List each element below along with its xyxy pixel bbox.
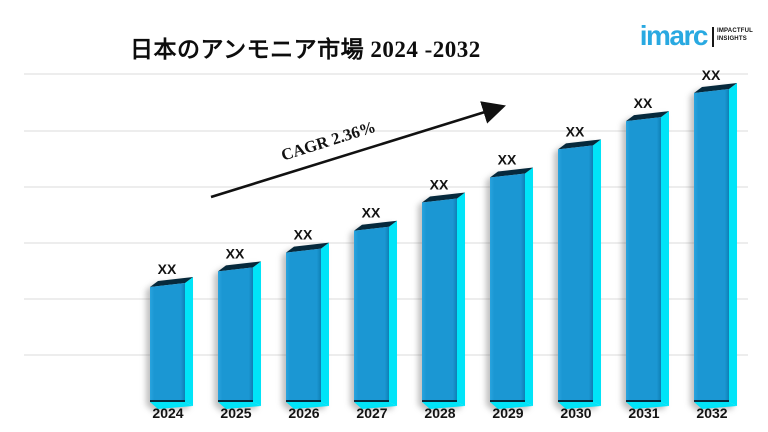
cagr-trend-arrow: [210, 101, 506, 199]
bar-value-label-2029: XX: [498, 152, 517, 168]
bar-2024: [150, 277, 193, 409]
imarc-logo-text: imarc: [639, 20, 709, 51]
bar-top-2030: [558, 139, 601, 150]
bar-face-2029: [490, 173, 525, 402]
logo-tagline-line1: IMPACTFUL: [716, 28, 753, 34]
bar-side-2028: [457, 192, 465, 406]
bar-base-2026: [286, 402, 329, 409]
bar-base-2031: [626, 402, 669, 409]
page-title: 日本のアンモニア市場 2024 -2032: [130, 37, 481, 62]
bar-value-label-2024: XX: [158, 261, 177, 277]
x-axis-label-2032: 2032: [696, 405, 727, 421]
bar-value-label-2026: XX: [294, 227, 313, 243]
bar-face-2031: [626, 117, 661, 403]
bar-base-2032: [694, 402, 737, 409]
bar-2032: [694, 83, 737, 409]
bar-top-2024: [150, 277, 193, 288]
x-axis-label-2031: 2031: [628, 405, 659, 421]
bar-face-2028: [422, 198, 457, 402]
bar-face-2027: [354, 226, 389, 402]
bar-base-2025: [218, 402, 261, 409]
bar-top-2031: [626, 111, 669, 122]
x-axis-label-2026: 2026: [288, 405, 319, 421]
bar-2028: [422, 192, 465, 409]
bar-top-2025: [218, 261, 261, 272]
bar-face-2032: [694, 89, 729, 402]
bar-side-2026: [321, 242, 329, 406]
x-axis-label-2025: 2025: [220, 405, 251, 421]
bar-value-label-2031: XX: [634, 95, 653, 111]
imarc-logo: imarc IMPACTFUL INSIGHTS: [640, 22, 753, 50]
x-axis-label-2027: 2027: [356, 405, 387, 421]
bar-side-2032: [729, 83, 737, 406]
bar-2025: [218, 261, 261, 409]
bar-value-label-2027: XX: [362, 205, 381, 221]
x-axis-label-2028: 2028: [424, 405, 455, 421]
bar-top-2029: [490, 167, 533, 178]
bar-side-2031: [661, 111, 669, 407]
bar-face-2026: [286, 248, 321, 402]
bar-base-2030: [558, 402, 601, 409]
bar-top-2026: [286, 242, 329, 253]
bar-top-2028: [422, 192, 465, 203]
x-axis-label-2029: 2029: [492, 405, 523, 421]
bar-base-2029: [490, 402, 533, 409]
bar-value-label-2032: XX: [702, 67, 721, 83]
bar-face-2030: [558, 145, 593, 402]
bar-side-2029: [525, 167, 533, 406]
bar-2029: [490, 167, 533, 409]
bar-base-2024: [150, 402, 193, 409]
bar-face-2024: [150, 283, 185, 402]
logo-tagline: IMPACTFUL INSIGHTS: [717, 28, 753, 44]
bar-face-2025: [218, 267, 253, 402]
bar-2027: [354, 220, 397, 409]
bar-side-2027: [389, 220, 397, 406]
cagr-annotation-label: CAGR 2.36%: [279, 117, 378, 165]
bar-2030: [558, 139, 601, 409]
bar-base-2027: [354, 402, 397, 409]
bar-base-2028: [422, 402, 465, 409]
logo-tagline-line2: INSIGHTS: [716, 35, 747, 42]
bar-side-2024: [185, 277, 193, 406]
logo-divider: [711, 27, 714, 47]
bar-value-label-2030: XX: [566, 123, 585, 139]
bar-2031: [626, 111, 669, 409]
x-axis-label-2030: 2030: [560, 405, 591, 421]
bar-value-label-2025: XX: [226, 245, 245, 261]
x-axis-label-2024: 2024: [152, 405, 183, 421]
bar-top-2027: [354, 220, 397, 231]
bar-side-2025: [253, 261, 261, 406]
bar-2026: [286, 242, 329, 409]
bar-side-2030: [593, 139, 601, 406]
bar-top-2032: [694, 83, 737, 93]
bar-value-label-2028: XX: [430, 177, 449, 193]
